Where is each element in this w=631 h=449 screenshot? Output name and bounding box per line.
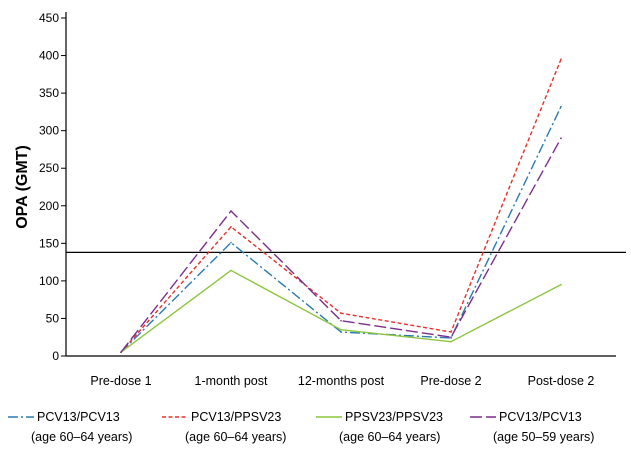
data-point: [230, 269, 232, 272]
series-line-4: [120, 137, 562, 353]
data-point: [450, 331, 452, 333]
legend-label: PCV13/PPSV23: [191, 410, 281, 424]
legend-label: PCV13/PCV13: [37, 410, 120, 424]
data-point: [340, 312, 342, 314]
legend-sublabel: (age 60–64 years): [31, 430, 132, 444]
x-tick-label: 1-month post: [195, 374, 268, 388]
y-tick-label: 300: [39, 124, 59, 138]
legend-label: PPSV23/PPSV23: [345, 410, 443, 424]
x-tick-label: Pre-dose 2: [420, 374, 481, 388]
axes: 0 50 100 150 200 250 300 350 400 450 Pre-dose 1 1-m…: [39, 11, 616, 388]
data-point: [450, 336, 452, 339]
data-point: [340, 319, 342, 322]
x-tick-label: Post-dose 2: [528, 374, 595, 388]
data-point: [120, 351, 122, 354]
series-line-3: [120, 269, 562, 353]
legend: PCV13/PCV13 (age 60–64 years) PCV13/PPSV23…: [8, 410, 594, 444]
y-tick-label: 150: [39, 236, 59, 250]
y-tick-label: 50: [46, 311, 60, 325]
legend-sublabel: (age 50–59 years): [493, 430, 594, 444]
y-tick-label: 200: [39, 199, 59, 213]
y-axis-label: OPA (GMT): [14, 145, 31, 229]
data-point: [340, 328, 342, 331]
series-group: [120, 58, 562, 354]
data-point: [560, 58, 562, 61]
data-point: [450, 340, 452, 343]
data-point: [230, 226, 232, 228]
legend-label: PCV13/PCV13: [499, 410, 582, 424]
y-tick-label: 250: [39, 161, 59, 175]
y-tick-label: 350: [39, 86, 59, 100]
y-tick-label: 400: [39, 49, 59, 63]
series-line-2: [120, 59, 562, 353]
data-point: [340, 331, 342, 333]
y-tick-label: 0: [52, 349, 59, 363]
data-point: [560, 137, 562, 139]
data-point: [230, 241, 232, 244]
x-tick-label: 12-months post: [298, 374, 385, 388]
data-point: [560, 283, 562, 286]
series-line-1: [120, 106, 562, 353]
y-tick-label: 100: [39, 274, 59, 288]
data-point: [230, 210, 232, 212]
y-tick-label: 450: [39, 11, 59, 25]
x-tick-label: Pre-dose 1: [90, 374, 151, 388]
legend-sublabel: (age 60–64 years): [185, 430, 286, 444]
legend-sublabel: (age 60–64 years): [339, 430, 440, 444]
data-point: [560, 105, 562, 108]
